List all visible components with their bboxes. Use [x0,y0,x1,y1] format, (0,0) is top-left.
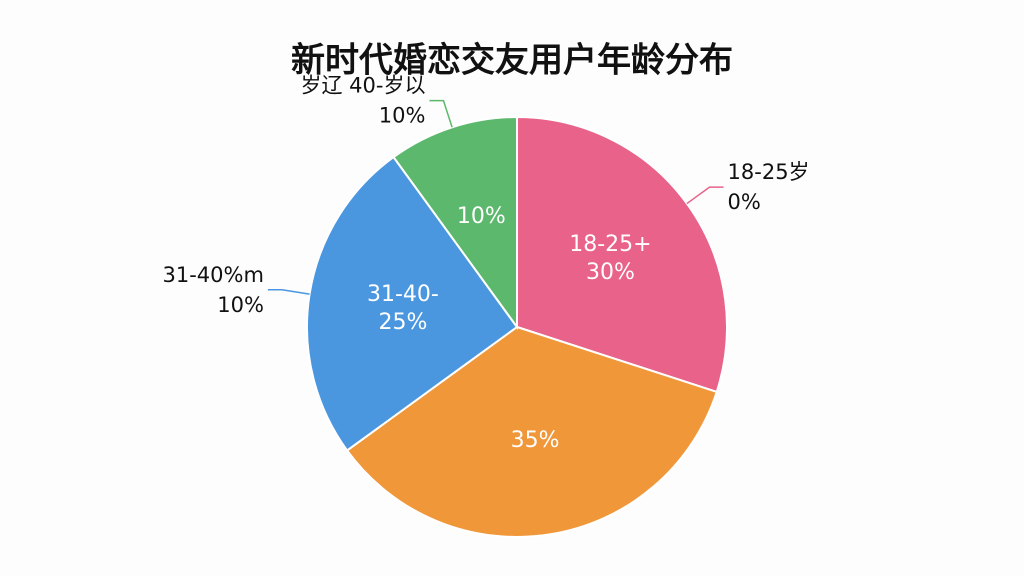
callout-label: 10% [379,104,426,128]
slice-value-label: 30% [586,260,635,285]
slice-label: 18-25+ [569,232,651,257]
callout-line [429,99,453,128]
chart-title: 新时代婚恋交友用户年龄分布 [291,41,733,81]
callout-label: 10% [217,293,264,317]
callout-line [267,289,310,295]
callout-label: 0% [728,190,761,214]
slice-value-label: 35% [511,428,560,453]
pie-slice [516,115,728,394]
slice-label: 31-40- [367,282,439,307]
slice-value-label: 10% [457,204,506,229]
callout-label: 18-25岁 [728,160,810,184]
callout-label: 岁辽 40-岁以 [300,74,425,98]
slice-value-label: 25% [378,310,427,335]
pie-slice [392,115,518,331]
callout-line [686,186,724,205]
callout-label: 31-40%m [162,263,263,287]
pie-slice [345,325,718,538]
